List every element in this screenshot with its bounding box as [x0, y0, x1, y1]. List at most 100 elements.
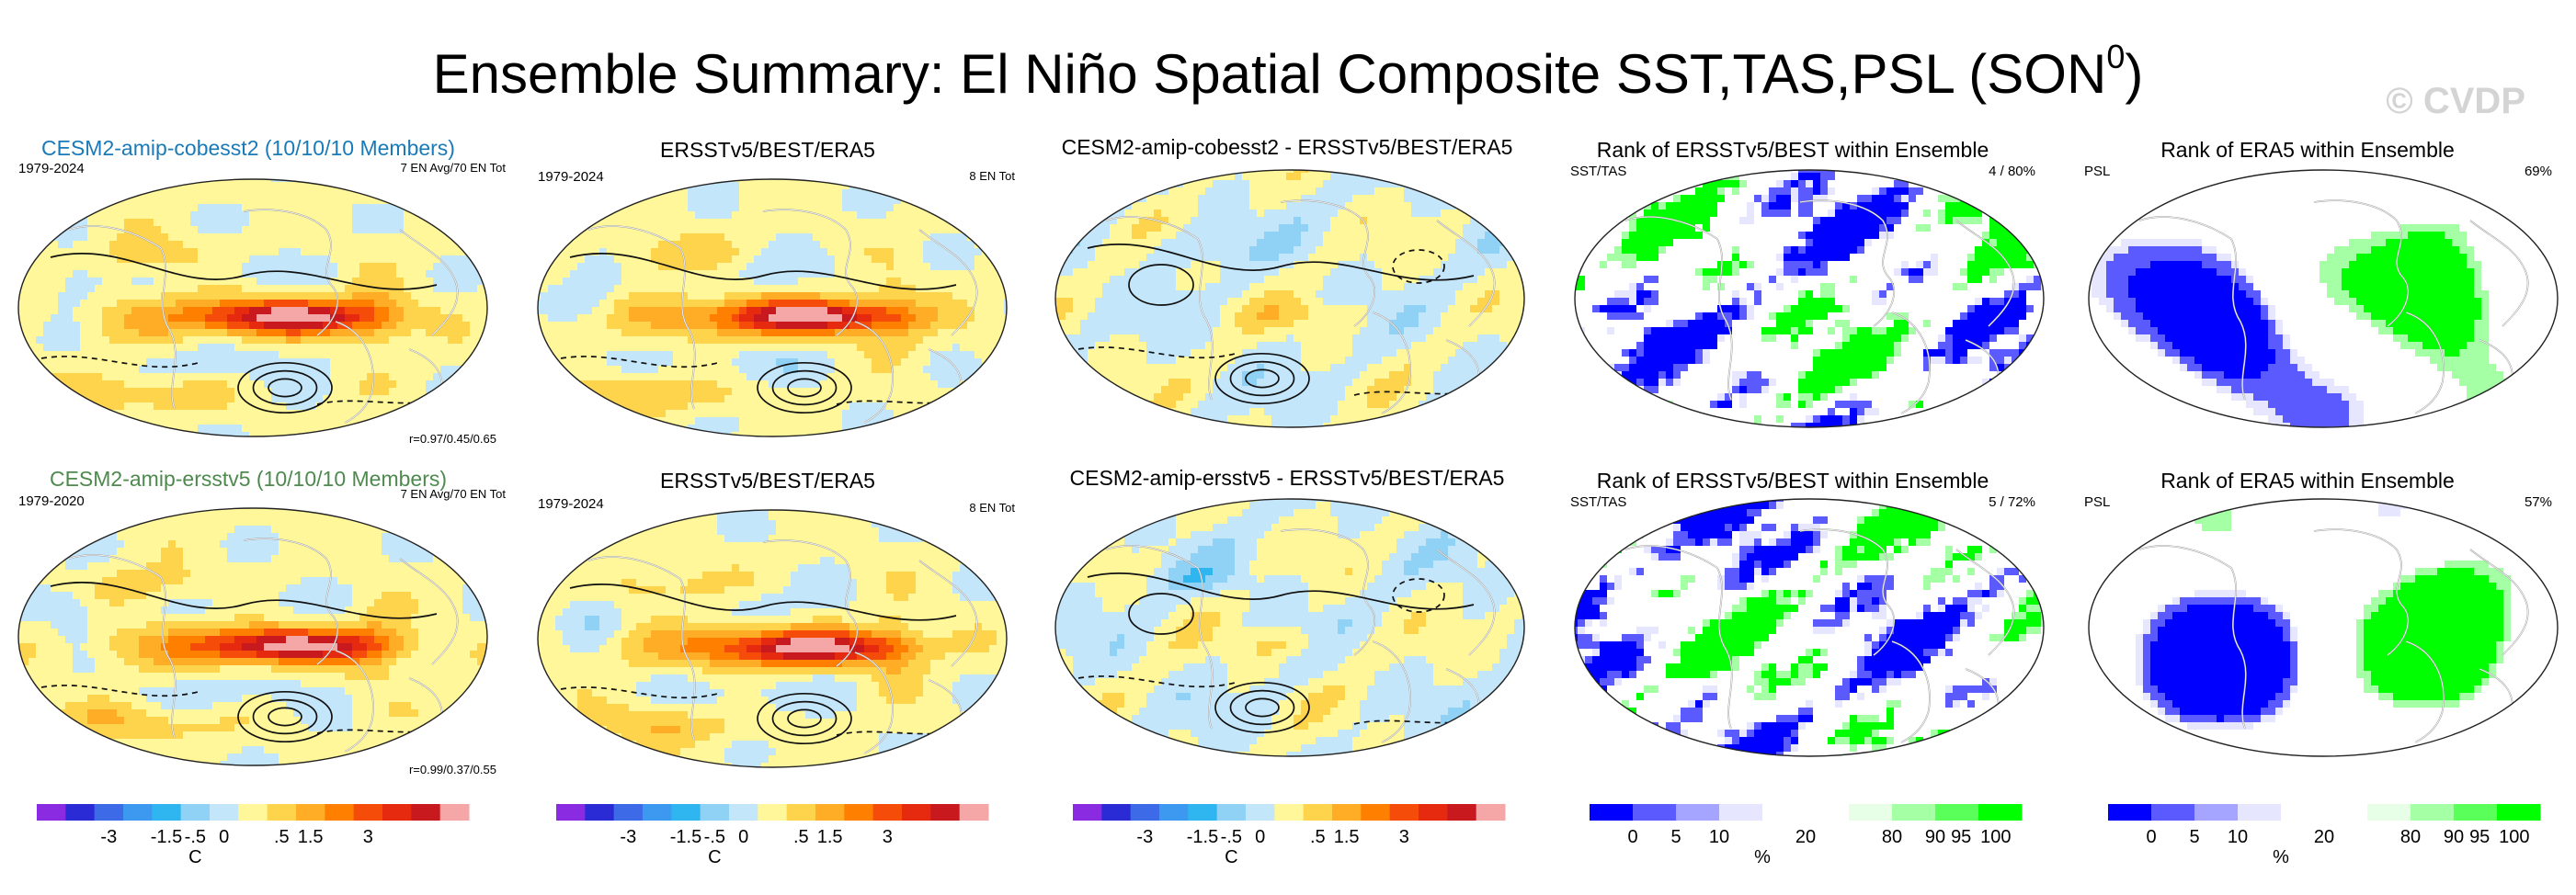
colorbar-unit: C [1225, 847, 1237, 867]
watermark: © CVDP [2386, 81, 2525, 122]
panel-count-r2c2: 8 EN Tot [969, 501, 1015, 515]
colorbar-swatch [65, 804, 96, 821]
colorbar-swatch [180, 804, 211, 821]
colorbar-swatch [267, 804, 297, 821]
panel-rank-r2c4: 5 / 72% [1989, 494, 2035, 510]
map-r2c1 [14, 504, 492, 770]
map-field [18, 179, 487, 436]
colorbar-tick-label: -.5 [704, 827, 725, 847]
page-title: Ensemble Summary: El Niño Spatial Compos… [0, 26, 2576, 111]
colorbar-tick-label: 20 [2314, 827, 2334, 847]
map-r1c3 [1051, 165, 1529, 432]
panel-count-r1c2: 8 EN Tot [969, 169, 1015, 183]
psl-contours [1077, 244, 1484, 405]
colorbar-tick-label: 5 [2189, 827, 2199, 847]
panel-title-r2c1: CESM2-amip-ersstv5 (10/10/10 Members) [9, 467, 487, 492]
colorbar-tick-label: 0 [738, 827, 748, 847]
colorbar-swatch [1978, 804, 2023, 821]
panel-title-r2c5: Rank of ERA5 within Ensemble [2069, 469, 2547, 493]
colorbar-swatch [2194, 804, 2239, 821]
colorbar-swatch [439, 804, 470, 821]
colorbar-tick-label: 95 [2469, 827, 2490, 847]
colorbar-swatch [902, 804, 931, 821]
colorbar-swatch [815, 804, 845, 821]
colorbar-swatch [411, 804, 441, 821]
colorbar-tick-label: .5 [793, 827, 809, 847]
colorbar-tick-label: 5 [1670, 827, 1681, 847]
colorbar-swatch [2497, 804, 2541, 821]
colorbar-swatch [613, 804, 644, 821]
panel-count-r2c1: 7 EN Avg/70 EN Tot [401, 487, 506, 501]
colorbar-tick-label: 0 [2146, 827, 2156, 847]
map-field [1055, 170, 1524, 427]
colorbar-swatch [1159, 804, 1189, 821]
colorbar-tick-label: 0 [1255, 827, 1265, 847]
colorbar-swatch [729, 804, 758, 821]
colorbar-tick-label: 80 [1882, 827, 1902, 847]
map-border [1574, 498, 2045, 757]
panel-title-r1c3: CESM2-amip-cobesst2 - ERSSTv5/BEST/ERA5 [1048, 135, 1526, 160]
coastlines [2138, 528, 2529, 743]
colorbar-swatch [1719, 804, 1763, 821]
map-border [1054, 498, 1525, 757]
colorbar-tick-label: 20 [1795, 827, 1816, 847]
colorbar-swatch [2367, 804, 2411, 821]
map-r1c2 [533, 175, 1011, 441]
map-border [537, 178, 1008, 437]
colorbar-tick-label: 95 [1951, 827, 1971, 847]
map-r1c4 [1570, 165, 2048, 432]
colorbar-5: 0 5 10 20 80 90 95 100% [2108, 804, 2549, 868]
colorbar-swatch [2108, 804, 2152, 821]
colorbar-tick-label: -1.5 [1187, 827, 1218, 847]
panel-title-r2c2: ERSSTv5/BEST/ERA5 [529, 469, 1007, 493]
coastlines [1624, 528, 2015, 743]
colorbar-swatch [1073, 804, 1102, 821]
colorbar-swatch [210, 804, 239, 821]
colorbar-tick-label: -.5 [185, 827, 206, 847]
panel-years-r1c2: 1979-2024 [538, 169, 604, 185]
panel-var-r1c5: PSL [2084, 164, 2110, 179]
colorbar-tick-label: -1.5 [151, 827, 182, 847]
panel-title-r2c3: CESM2-amip-ersstv5 - ERSSTv5/BEST/ERA5 [1048, 466, 1526, 491]
colorbar-1: -3 -1.5 -.5 0 .5 1.5 3 C [37, 804, 478, 868]
panel-count-r1c1: 7 EN Avg/70 EN Tot [401, 161, 506, 175]
colorbar-swatch [872, 804, 903, 821]
colorbar-swatch [1762, 804, 1807, 821]
colorbar-swatch [556, 804, 586, 821]
map-field [1055, 499, 1524, 756]
panel-years-r2c1: 1979-2020 [18, 493, 85, 509]
colorbar-swatch [2411, 804, 2455, 821]
colorbar-swatch [1130, 804, 1160, 821]
colorbar-swatch [296, 804, 325, 821]
colorbar-tick-label: 90 [2444, 827, 2464, 847]
colorbar-tick-label: 1.5 [817, 827, 843, 847]
colorbar-swatch [758, 804, 788, 821]
colorbar-swatch [123, 804, 153, 821]
colorbar-tick-label: 0 [1627, 827, 1637, 847]
colorbar-swatch [930, 804, 961, 821]
map-r2c3 [1051, 494, 1529, 761]
colorbar-swatch [325, 804, 355, 821]
colorbar-unit: C [188, 847, 201, 867]
colorbar-swatch [1476, 804, 1506, 821]
map-r2c5 [2084, 494, 2562, 761]
colorbar-swatch [671, 804, 701, 821]
map-field [18, 508, 487, 765]
panel-title-r1c2: ERSSTv5/BEST/ERA5 [529, 138, 1007, 163]
colorbar-swatch [1188, 804, 1218, 821]
colorbar-swatch [2281, 804, 2325, 821]
colorbar-swatch [1590, 804, 1634, 821]
colorbar-swatch [1361, 804, 1391, 821]
colorbar-swatch [1806, 804, 1850, 821]
colorbar-swatch [382, 804, 412, 821]
map-field [2089, 170, 2558, 427]
colorbar-unit: C [708, 847, 721, 867]
psl-contours [560, 583, 966, 745]
colorbar-tick-label: -1.5 [670, 827, 701, 847]
colorbar-tick-label: 1.5 [298, 827, 324, 847]
colorbar-tick-label: 3 [883, 827, 893, 847]
colorbar-tick-label: -3 [100, 827, 117, 847]
colorbar-swatch [37, 804, 66, 821]
panel-var-r1c4: SST/TAS [1570, 164, 1626, 179]
panel-var-r2c4: SST/TAS [1570, 494, 1626, 510]
